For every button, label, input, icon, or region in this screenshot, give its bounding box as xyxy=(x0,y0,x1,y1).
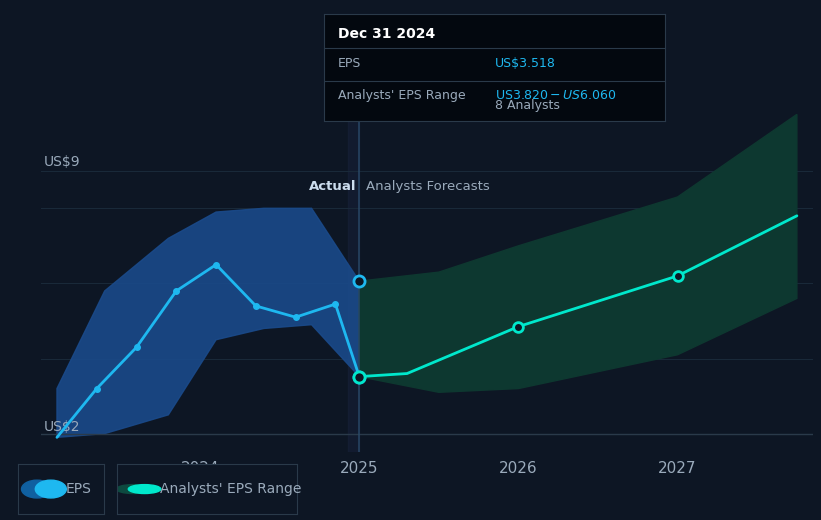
Text: US$3.518: US$3.518 xyxy=(494,57,556,70)
Text: 8 Analysts: 8 Analysts xyxy=(494,99,560,112)
Polygon shape xyxy=(360,114,797,392)
Bar xyxy=(348,114,360,452)
Polygon shape xyxy=(57,209,360,437)
Text: US$9: US$9 xyxy=(44,155,80,169)
Text: EPS: EPS xyxy=(66,482,91,496)
Text: Actual: Actual xyxy=(309,180,356,193)
Text: Dec 31 2024: Dec 31 2024 xyxy=(338,27,435,41)
Circle shape xyxy=(21,480,53,498)
Circle shape xyxy=(128,485,161,493)
Text: Analysts' EPS Range: Analysts' EPS Range xyxy=(160,482,301,496)
Circle shape xyxy=(117,485,149,493)
Circle shape xyxy=(35,480,67,498)
Text: US$3.820 - US$6.060: US$3.820 - US$6.060 xyxy=(494,88,617,101)
Text: Analysts' EPS Range: Analysts' EPS Range xyxy=(338,88,466,101)
Text: Analysts Forecasts: Analysts Forecasts xyxy=(365,180,489,193)
Text: US$2: US$2 xyxy=(44,420,80,434)
Text: EPS: EPS xyxy=(338,57,361,70)
